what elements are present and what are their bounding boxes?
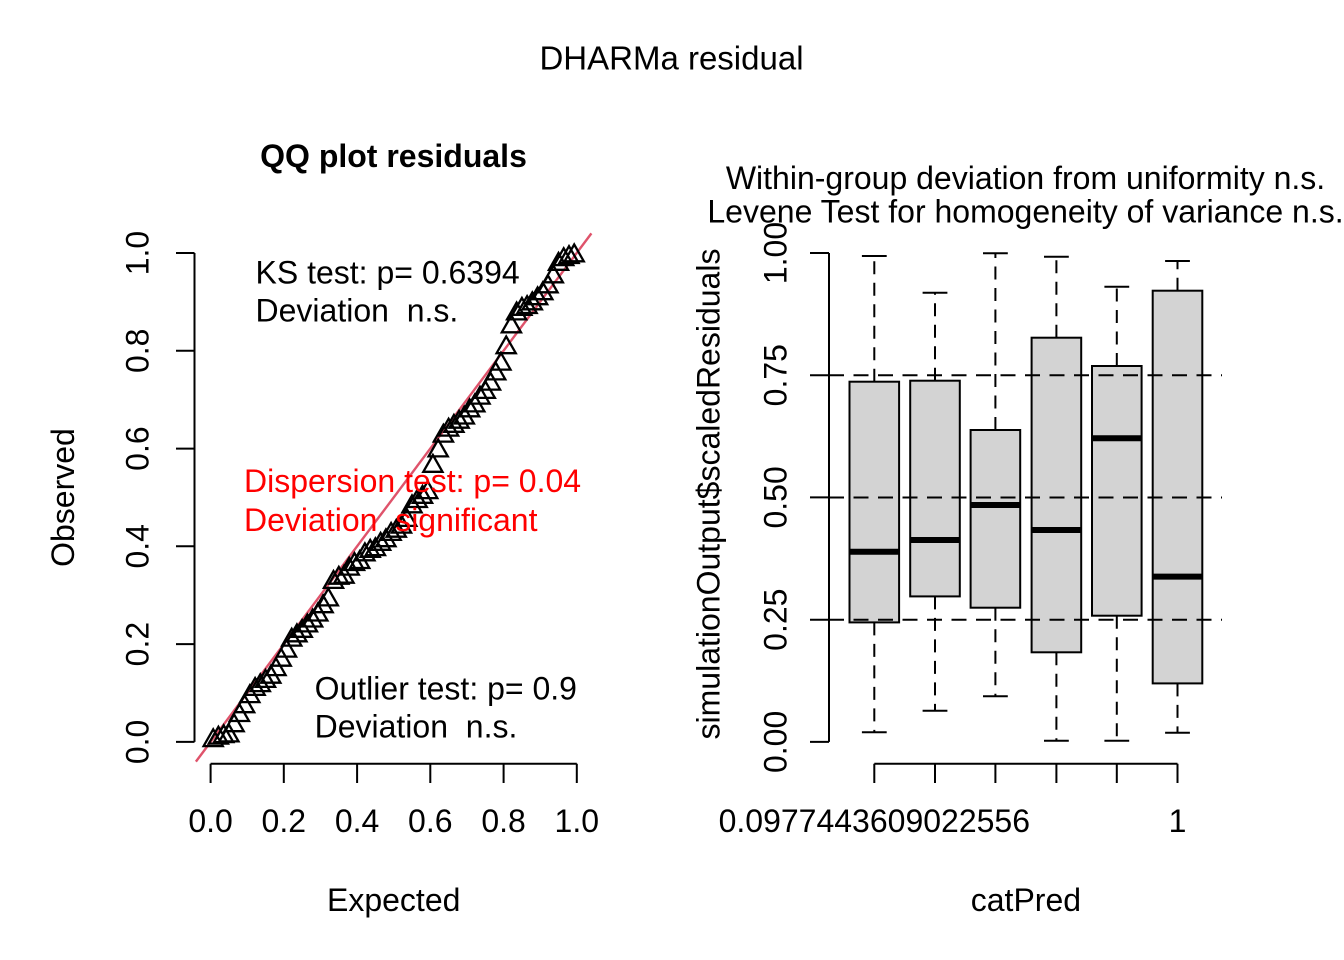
svg-text:Outlier test: p= 0.9: Outlier test: p= 0.9 xyxy=(315,670,577,706)
svg-text:Within-group deviation from un: Within-group deviation from uniformity n… xyxy=(726,160,1325,196)
svg-text:simulationOutput$scaledResidua: simulationOutput$scaledResiduals xyxy=(691,249,727,740)
svg-text:1.00: 1.00 xyxy=(758,222,794,284)
svg-text:Levene Test for homogeneity of: Levene Test for homogeneity of variance … xyxy=(707,194,1343,230)
svg-text:KS test: p= 0.6394: KS test: p= 0.6394 xyxy=(256,254,520,290)
svg-text:0.0: 0.0 xyxy=(120,720,156,764)
svg-text:0.8: 0.8 xyxy=(120,329,156,373)
svg-text:DHARMa residual: DHARMa residual xyxy=(539,40,803,77)
svg-text:Observed: Observed xyxy=(45,428,81,567)
svg-text:0.6: 0.6 xyxy=(408,803,452,839)
svg-text:catPred: catPred xyxy=(971,882,1081,918)
svg-text:1.0: 1.0 xyxy=(120,231,156,275)
svg-text:Expected: Expected xyxy=(327,882,460,918)
svg-text:0.00: 0.00 xyxy=(758,711,794,773)
svg-text:0.6: 0.6 xyxy=(120,426,156,470)
svg-text:0.25: 0.25 xyxy=(758,589,794,651)
svg-text:0.50: 0.50 xyxy=(758,466,794,528)
svg-text:0.2: 0.2 xyxy=(120,622,156,666)
svg-text:Deviation n.s.: Deviation n.s. xyxy=(315,708,518,744)
svg-text:0.4: 0.4 xyxy=(335,803,379,839)
svg-text:0.0: 0.0 xyxy=(188,803,232,839)
svg-text:Deviation n.s.: Deviation n.s. xyxy=(256,292,459,328)
svg-text:0.4: 0.4 xyxy=(120,524,156,568)
svg-text:Dispersion test: p= 0.04: Dispersion test: p= 0.04 xyxy=(244,463,581,499)
svg-text:1: 1 xyxy=(1169,803,1187,839)
svg-text:0.0977443609022556: 0.0977443609022556 xyxy=(719,803,1030,839)
svg-text:0.2: 0.2 xyxy=(262,803,306,839)
svg-text:0.75: 0.75 xyxy=(758,344,794,406)
svg-text:Deviation significant: Deviation significant xyxy=(244,502,538,538)
svg-text:QQ plot residuals: QQ plot residuals xyxy=(260,138,527,174)
svg-text:0.8: 0.8 xyxy=(481,803,525,839)
svg-text:1.0: 1.0 xyxy=(555,803,599,839)
